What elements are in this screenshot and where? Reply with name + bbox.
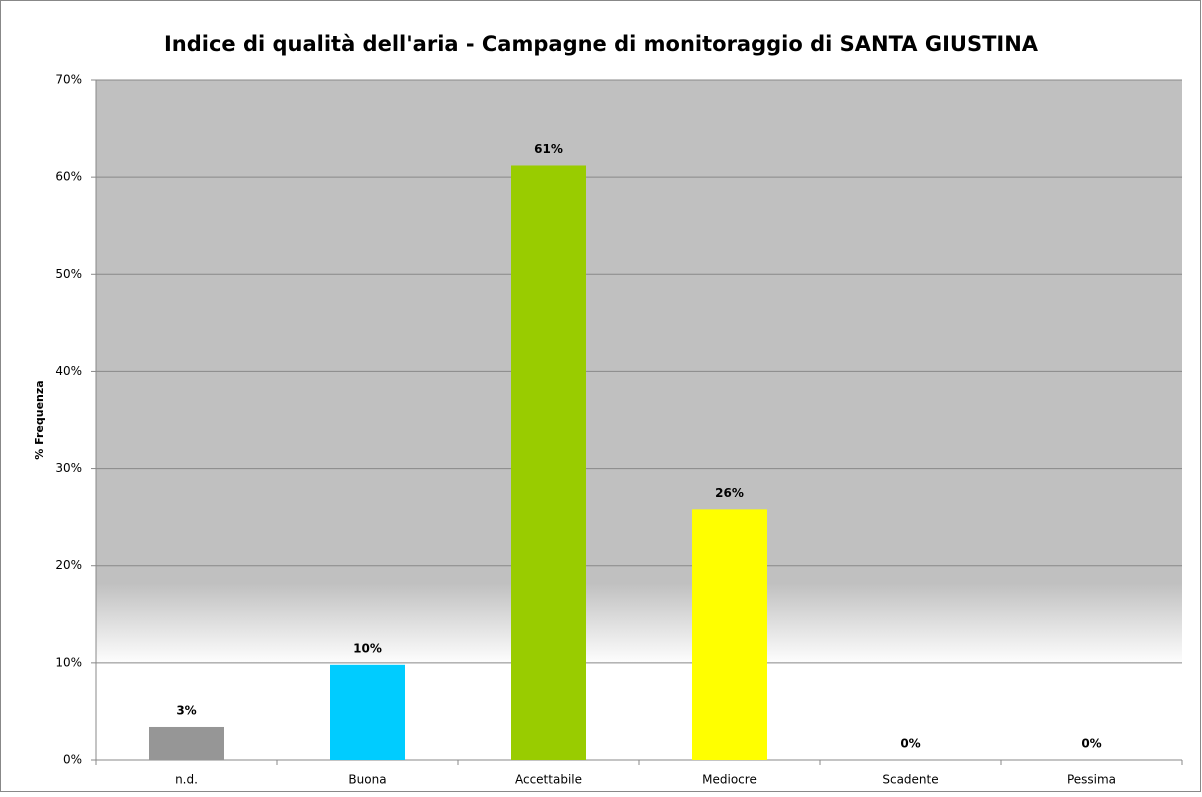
y-tick-label: 40% — [55, 364, 82, 378]
y-tick-label: 20% — [55, 558, 82, 572]
chart-title: Indice di qualità dell'aria - Campagne d… — [164, 32, 1039, 56]
y-axis-label: % Frequenza — [33, 380, 46, 459]
x-tick-label: Accettabile — [515, 773, 582, 787]
data-label: 3% — [176, 703, 196, 717]
x-tick-label: Scadente — [882, 773, 938, 787]
x-tick-label: Buona — [348, 773, 386, 787]
x-tick-label: Mediocre — [702, 773, 757, 787]
y-tick-label: 30% — [55, 461, 82, 475]
y-tick-label: 60% — [55, 170, 82, 184]
bar — [692, 509, 767, 760]
y-tick-label: 0% — [63, 753, 82, 767]
data-label: 26% — [715, 486, 744, 500]
y-tick-label: 50% — [55, 267, 82, 281]
x-tick-label: Pessima — [1067, 773, 1116, 787]
data-label: 0% — [1081, 737, 1101, 751]
plot-layer: 0% 10% 20% 30% 40% 50% 60% 70% n.d. 3% Buona 10% Acc… — [55, 73, 1183, 787]
data-label: 61% — [534, 142, 563, 156]
bar — [149, 726, 224, 760]
bar — [330, 664, 405, 760]
data-label: 0% — [900, 737, 920, 751]
bar — [511, 165, 586, 760]
y-tick-label: 10% — [55, 655, 82, 669]
plot-area — [96, 80, 1182, 760]
x-tick-label: n.d. — [175, 773, 198, 787]
y-tick-label: 70% — [55, 73, 82, 87]
data-label: 10% — [353, 641, 382, 655]
